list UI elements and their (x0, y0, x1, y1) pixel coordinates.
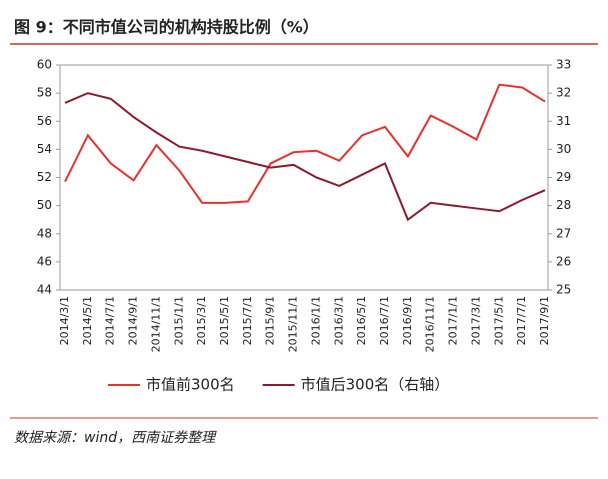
y2-tick-label: 32 (556, 86, 571, 100)
x-tick-label: 2016/5/1 (355, 296, 368, 345)
x-tick-label: 2015/3/1 (195, 296, 208, 345)
y2-tick-label: 25 (556, 283, 571, 297)
x-tick-label: 2014/7/1 (104, 296, 117, 345)
x-tick-label: 2015/7/1 (241, 296, 254, 345)
y-tick-label: 52 (37, 170, 52, 184)
y-tick-label: 58 (37, 86, 52, 100)
legend-label: 市值前300名 (146, 376, 235, 394)
chart-title: 图 9：不同市值公司的机构持股比例（%） (14, 18, 319, 37)
y-tick-label: 54 (37, 142, 52, 156)
source: 数据来源：wind，西南证券整理 (14, 430, 217, 446)
y2-tick-label: 26 (556, 254, 571, 268)
x-tick-label: 2017/3/1 (469, 296, 482, 345)
y2-tick-label: 31 (556, 114, 571, 128)
x-tick-label: 2014/3/1 (58, 296, 71, 345)
y2-tick-label: 29 (556, 170, 571, 184)
y2-tick-label: 30 (556, 142, 571, 156)
x-tick-label: 2015/1/1 (172, 296, 185, 345)
x-tick-label: 2015/5/1 (218, 296, 231, 345)
y-tick-label: 48 (37, 226, 52, 240)
x-tick-label: 2016/7/1 (378, 296, 391, 345)
x-tick-label: 2015/9/1 (264, 296, 277, 345)
x-tick-label: 2014/11/1 (149, 296, 162, 352)
y-tick-label: 56 (37, 114, 52, 128)
y-tick-label: 44 (37, 283, 52, 297)
x-tick-label: 2017/9/1 (538, 296, 551, 345)
x-tick-label: 2017/7/1 (515, 296, 528, 345)
y2-tick-label: 28 (556, 198, 571, 212)
x-tick-label: 2016/9/1 (401, 296, 414, 345)
x-tick-label: 2016/11/1 (424, 296, 437, 352)
plot-frame (59, 64, 549, 291)
x-tick-label: 2016/3/1 (332, 296, 345, 345)
y2-tick-label: 27 (556, 226, 571, 240)
x-tick-label: 2017/1/1 (447, 296, 460, 345)
y-tick-label: 46 (37, 254, 52, 268)
y-tick-label: 60 (37, 58, 52, 72)
series-line (64, 83, 546, 204)
x-tick-label: 2014/5/1 (81, 296, 94, 345)
x-tick-label: 2014/9/1 (127, 296, 140, 345)
series-line (64, 92, 546, 222)
y-tick-label: 50 (37, 198, 52, 212)
x-tick-label: 2015/11/1 (287, 296, 300, 352)
x-tick-label: 2017/5/1 (492, 296, 505, 345)
legend-label: 市值后300名（右轴） (301, 376, 450, 394)
x-tick-label: 2016/1/1 (309, 296, 322, 345)
y2-tick-label: 33 (556, 58, 571, 72)
